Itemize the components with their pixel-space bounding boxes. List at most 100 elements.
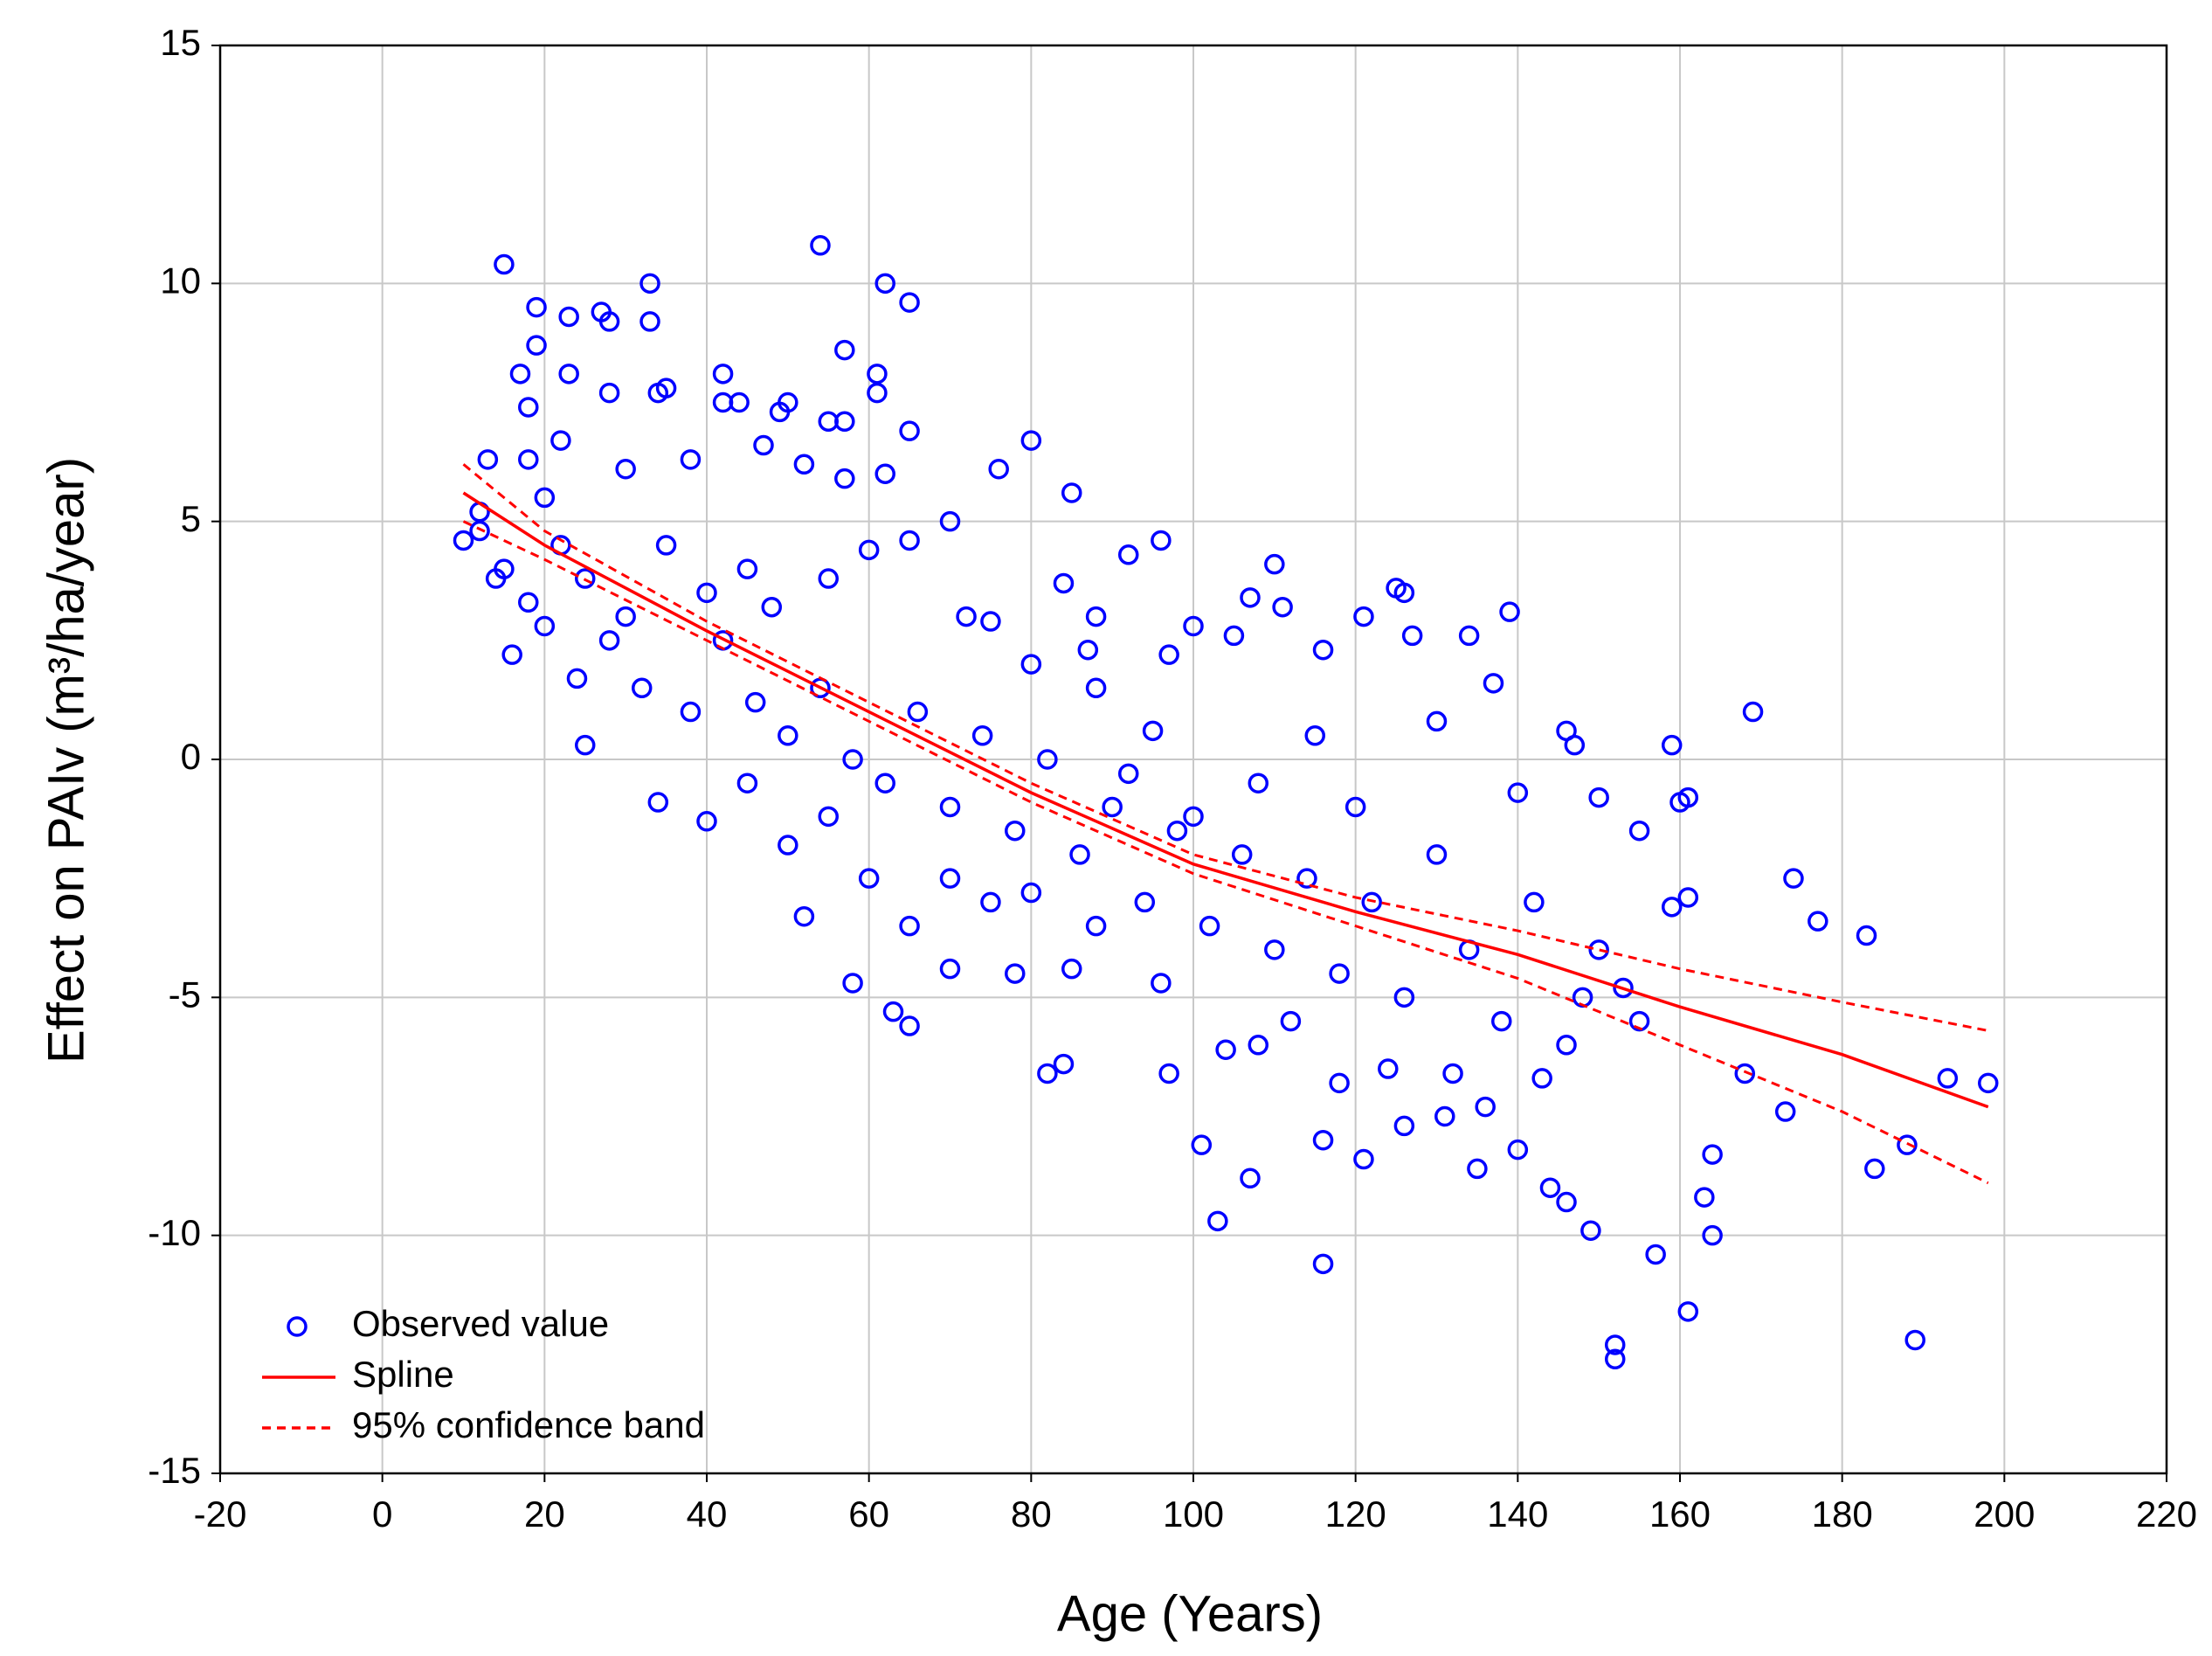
- data-point: [1401, 625, 1423, 647]
- x-tick-label: -20: [194, 1493, 247, 1535]
- data-point: [874, 463, 895, 484]
- data-point: [874, 773, 895, 793]
- data-point: [598, 382, 620, 404]
- data-point: [494, 253, 515, 275]
- data-point: [1053, 572, 1075, 594]
- data-point: [1158, 644, 1179, 665]
- data-point: [1442, 1063, 1463, 1084]
- data-point: [1808, 911, 1828, 932]
- data-point: [534, 487, 556, 509]
- data-point: [1312, 1253, 1334, 1275]
- data-point: [1199, 915, 1220, 937]
- data-point: [647, 792, 669, 813]
- data-point: [1393, 987, 1415, 1008]
- data-point: [778, 835, 798, 856]
- data-point: [1378, 1058, 1399, 1079]
- data-point: [1117, 544, 1139, 565]
- y-tick-label: 0: [181, 736, 201, 777]
- y-tick-label: -10: [148, 1212, 201, 1253]
- data-point: [834, 468, 855, 489]
- data-point: [1037, 749, 1058, 770]
- data-point: [1061, 958, 1082, 980]
- data-point: [1296, 868, 1317, 889]
- data-point: [598, 311, 620, 332]
- data-point: [834, 411, 855, 433]
- data-point: [639, 311, 660, 332]
- data-point: [1005, 963, 1026, 984]
- data-point: [753, 434, 774, 456]
- data-point: [1183, 615, 1204, 637]
- plot-frame: [218, 44, 2168, 1475]
- data-point: [1069, 844, 1090, 865]
- x-axis-title: Age (Years): [1057, 1585, 1323, 1642]
- data-point: [1507, 1139, 1529, 1161]
- data-point: [696, 582, 717, 604]
- data-point: [1077, 639, 1099, 661]
- data-point: [1005, 820, 1026, 842]
- data-point: [631, 677, 653, 699]
- data-point: [1734, 1063, 1756, 1084]
- data-point: [1556, 1191, 1577, 1213]
- x-tick-label: 20: [524, 1493, 565, 1535]
- data-point: [1020, 654, 1042, 675]
- data-point: [1248, 773, 1269, 793]
- x-tick-label: 200: [1974, 1493, 2035, 1535]
- data-point: [1223, 625, 1245, 647]
- data-point: [1312, 1129, 1334, 1151]
- data-point: [1426, 710, 1448, 732]
- data-point: [867, 364, 888, 385]
- data-point: [1215, 1039, 1236, 1060]
- data-point: [1312, 639, 1334, 661]
- data-point: [939, 868, 961, 889]
- data-point: [899, 1015, 920, 1036]
- data-point: [1774, 1101, 1796, 1122]
- data-point: [518, 592, 539, 613]
- data-point: [834, 339, 855, 361]
- data-point: [680, 449, 702, 470]
- data-point: [1564, 734, 1586, 756]
- data-point: [793, 905, 815, 927]
- data-point: [1085, 606, 1107, 627]
- data-point: [1361, 891, 1382, 913]
- x-tick-label: 180: [1812, 1493, 1873, 1535]
- data-point: [793, 454, 815, 475]
- data-point: [1677, 786, 1699, 808]
- data-point: [655, 535, 677, 556]
- legend-label: Spline: [352, 1354, 454, 1395]
- data-point: [1020, 882, 1042, 904]
- data-point: [1556, 1035, 1577, 1056]
- data-point: [729, 391, 750, 413]
- data-point: [1085, 915, 1107, 937]
- data-point: [971, 725, 993, 746]
- data-point: [1272, 596, 1293, 618]
- data-point: [1393, 1115, 1415, 1137]
- data-point: [453, 530, 474, 551]
- data-point: [1353, 606, 1374, 627]
- data-point: [1742, 701, 1764, 723]
- x-tick-label: 120: [1325, 1493, 1386, 1535]
- y-tick-label: 10: [160, 260, 201, 301]
- data-point: [680, 701, 702, 723]
- data-point: [655, 378, 677, 398]
- data-point: [874, 273, 895, 294]
- data-point: [558, 306, 579, 328]
- data-point: [1151, 530, 1172, 551]
- y-tick-label: -15: [148, 1450, 201, 1491]
- data-point: [712, 364, 734, 385]
- data-point: [1166, 820, 1188, 842]
- data-point: [1783, 868, 1804, 889]
- data-point: [534, 615, 556, 637]
- data-point: [1864, 1158, 1885, 1180]
- data-point: [501, 644, 522, 665]
- data-point: [1053, 1053, 1075, 1075]
- data-point: [1264, 939, 1285, 960]
- data-point: [842, 749, 863, 770]
- data-point: [1158, 1063, 1179, 1084]
- data-point: [526, 335, 547, 356]
- data-point: [1588, 786, 1609, 808]
- data-point: [566, 668, 588, 689]
- spline-line: [462, 491, 1989, 1109]
- x-tick-label: 0: [372, 1493, 392, 1535]
- data-point: [1539, 1177, 1561, 1198]
